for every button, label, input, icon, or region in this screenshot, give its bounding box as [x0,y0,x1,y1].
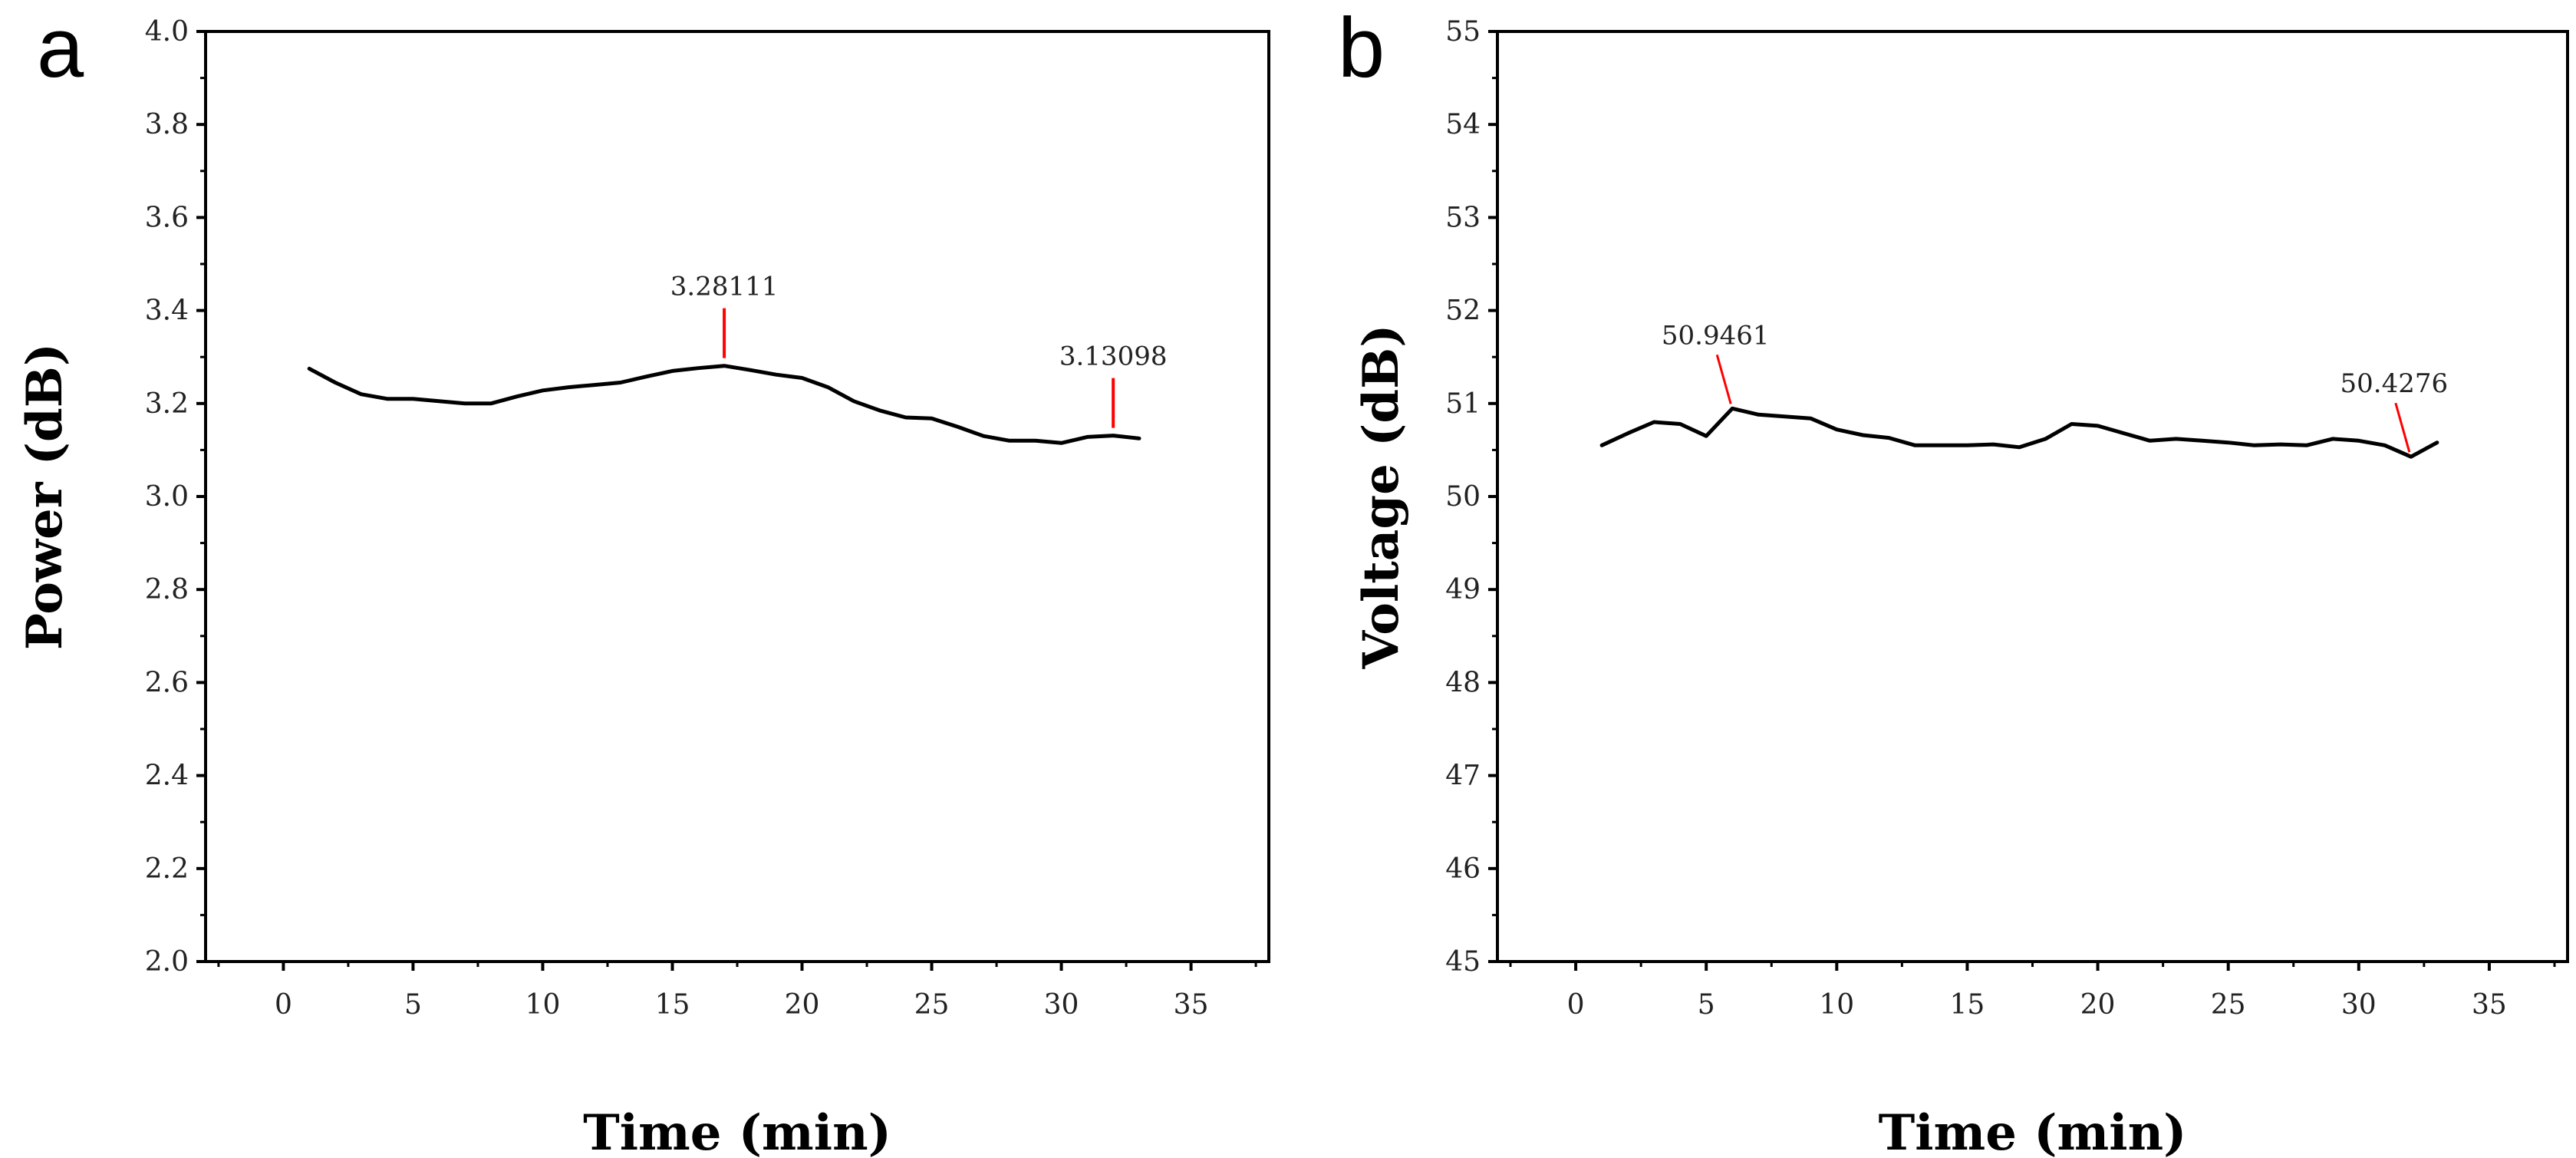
y-tick-label: 3.4 [145,295,189,327]
x-tick-label: 20 [2080,989,2116,1021]
annotation-pointer [2394,402,2411,453]
x-tick-label: 25 [2211,989,2246,1021]
y-tick-label: 45 [1445,946,1481,978]
x-tick-label: 0 [1567,989,1585,1021]
x-tick-label: 25 [914,989,950,1021]
x-tick-label: 5 [404,989,422,1021]
y-tick-label: 2.4 [145,760,189,792]
y-tick-label: 46 [1445,853,1481,885]
y-tick-label: 53 [1445,202,1481,233]
y-tick-label: 51 [1445,388,1481,420]
y-tick-label: 3.6 [145,202,189,233]
x-tick-label: 5 [1698,989,1715,1021]
series-line [307,364,1141,445]
y-tick-label: 49 [1445,574,1481,605]
x-axis-title: Time (min) [1879,1104,2187,1158]
annotation-label: 3.13098 [1059,341,1168,372]
y-tick-label: 47 [1445,760,1481,792]
y-tick-label: 2.0 [145,946,189,978]
annotation-label: 50.4276 [2340,368,2449,399]
x-tick-label: 15 [655,989,690,1021]
y-tick-label: 48 [1445,667,1481,698]
y-axis-title: Voltage (dB) [1352,325,1410,670]
x-tick-label: 35 [1174,989,1209,1021]
y-axis-title: Power (dB) [16,343,74,650]
y-tick-label: 3.8 [145,109,189,140]
y-tick-label: 54 [1445,109,1481,140]
x-tick-label: 30 [1044,989,1079,1021]
x-tick-label: 10 [525,989,561,1021]
x-tick-label: 30 [2341,989,2377,1021]
panel-letter: b [1338,1,1385,95]
x-tick-label: 20 [785,989,820,1021]
y-tick-label: 3.0 [145,481,189,513]
panel-letter: a [37,1,84,95]
annotation-pointer [1715,354,1732,404]
annotation-label: 50.9461 [1662,320,1770,351]
annotation-label: 3.28111 [670,272,779,302]
x-axis-title: Time (min) [583,1104,891,1158]
x-tick-label: 0 [275,989,292,1021]
y-tick-label: 3.2 [145,388,189,420]
y-tick-label: 4.0 [145,16,189,48]
chart-panel-a: a 2.0 2.2 2.4 2.6 2.8 3.0 3.2 3.4 3.6 3.8 4.0 0 5 10 15… [16,1,1270,1158]
x-tick-label: 15 [1950,989,1985,1021]
chart-panel-b: b 45 46 47 48 49 50 51 52 53 54 55 0 5 10 15 20 25 30 35 Tim… [1338,1,2569,1158]
plot-frame [1496,30,2569,963]
y-tick-label: 2.2 [145,853,189,885]
y-tick-label: 2.8 [145,574,189,605]
x-tick-label: 10 [1819,989,1854,1021]
y-tick-label: 2.6 [145,667,189,698]
y-tick-label: 52 [1445,295,1481,327]
series-line [1599,406,2439,459]
x-tick-label: 35 [2472,989,2507,1021]
plot-frame [204,30,1270,963]
y-tick-label: 55 [1445,16,1481,48]
y-tick-label: 50 [1445,481,1481,513]
